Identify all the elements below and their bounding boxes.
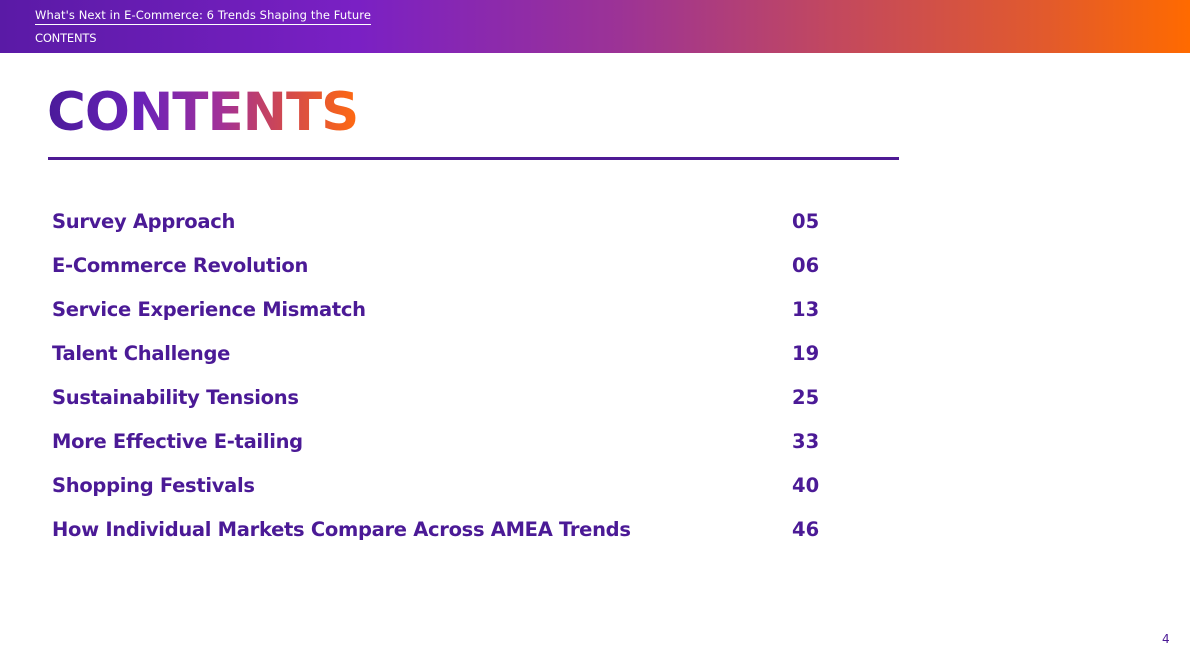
toc-item-page: 06: [792, 254, 820, 277]
toc-item-effective-etailing[interactable]: More Effective E-tailing 33: [52, 428, 832, 472]
toc-item-label: Sustainability Tensions: [52, 386, 299, 409]
toc-item-page: 46: [792, 518, 820, 541]
toc-item-label: Talent Challenge: [52, 342, 231, 365]
toc-item-page: 05: [792, 210, 820, 233]
toc-item-page: 19: [792, 342, 820, 365]
toc-item-survey-approach[interactable]: Survey Approach 05: [52, 208, 832, 252]
section-label: CONTENTS: [35, 31, 97, 45]
toc-item-sustainability-tensions[interactable]: Sustainability Tensions 25: [52, 384, 832, 428]
toc-item-label: More Effective E-tailing: [52, 430, 303, 453]
toc-item-label: Service Experience Mismatch: [52, 298, 366, 321]
toc-item-talent-challenge[interactable]: Talent Challenge 19: [52, 340, 832, 384]
toc-item-markets-compare[interactable]: How Individual Markets Compare Across AM…: [52, 516, 832, 559]
header-band: What's Next in E-Commerce: 6 Trends Shap…: [0, 0, 1190, 53]
table-of-contents: Survey Approach 05 E-Commerce Revolution…: [52, 208, 832, 559]
toc-item-page: 25: [792, 386, 820, 409]
toc-item-label: Shopping Festivals: [52, 474, 255, 497]
page-title: CONTENTS: [47, 82, 359, 143]
document-title: What's Next in E-Commerce: 6 Trends Shap…: [35, 8, 371, 25]
page-number: 4: [1162, 632, 1170, 646]
toc-item-page: 33: [792, 430, 820, 453]
toc-item-label: Survey Approach: [52, 210, 236, 233]
title-divider: [48, 157, 899, 160]
toc-item-page: 40: [792, 474, 820, 497]
toc-item-label: E-Commerce Revolution: [52, 254, 309, 277]
toc-item-label: How Individual Markets Compare Across AM…: [52, 518, 631, 541]
toc-item-ecommerce-revolution[interactable]: E-Commerce Revolution 06: [52, 252, 832, 296]
toc-item-service-experience-mismatch[interactable]: Service Experience Mismatch 13: [52, 296, 832, 340]
toc-item-shopping-festivals[interactable]: Shopping Festivals 40: [52, 472, 832, 516]
toc-item-page: 13: [792, 298, 820, 321]
